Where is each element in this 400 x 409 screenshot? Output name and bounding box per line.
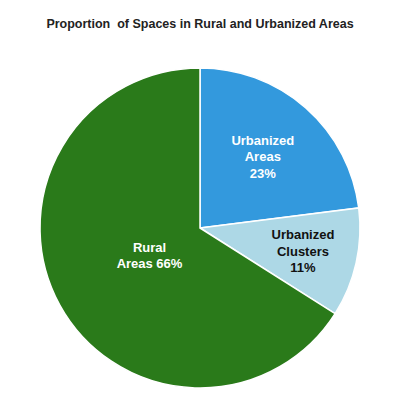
chart-container: Proportion of Spaces in Rural and Urbani… [0, 0, 400, 409]
slice-label: UrbanizedAreas23% [231, 133, 294, 181]
pie-slice [200, 68, 359, 228]
pie-slice [40, 68, 335, 388]
slice-label: RuralAreas 66% [117, 240, 183, 271]
chart-title: Proportion of Spaces in Rural and Urbani… [46, 17, 353, 31]
slices [40, 68, 360, 388]
chart-svg: Proportion of Spaces in Rural and Urbani… [0, 0, 400, 409]
slice-labels: UrbanizedAreas23% UrbanizedClusters11% Rur… [117, 133, 335, 275]
slice-label: UrbanizedClusters11% [272, 227, 335, 275]
